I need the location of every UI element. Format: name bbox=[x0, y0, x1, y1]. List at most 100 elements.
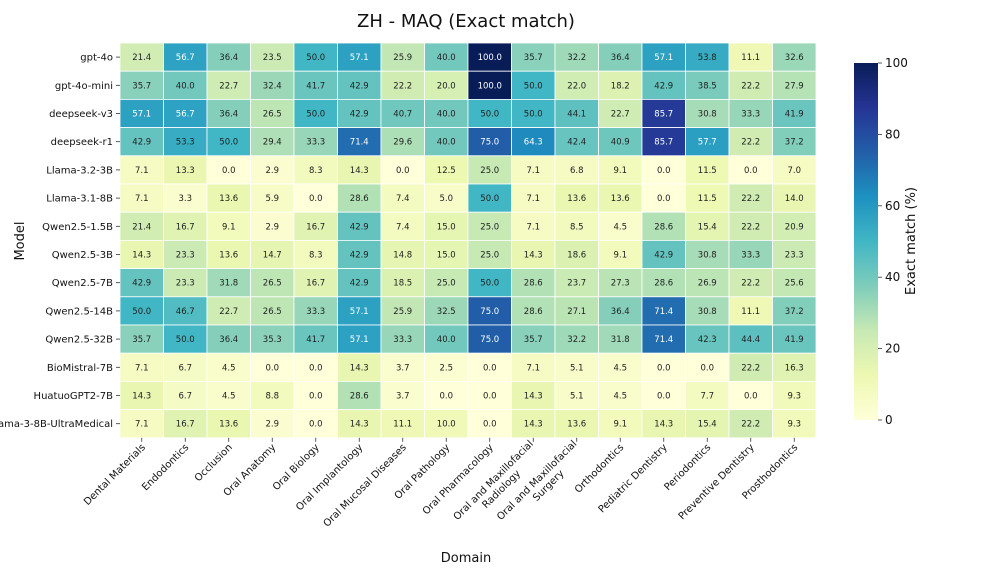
cell-value-label: 40.9 bbox=[611, 138, 630, 148]
heatmap-cell bbox=[206, 239, 251, 269]
heatmap-cell bbox=[250, 155, 295, 185]
heatmap-cell bbox=[728, 70, 773, 100]
cell-value-label: 57.1 bbox=[350, 53, 369, 63]
cell-value-label: 100.0 bbox=[478, 53, 502, 63]
cell-value-label: 8.5 bbox=[570, 222, 584, 232]
heatmap-cell bbox=[424, 409, 469, 439]
heatmap-cell bbox=[641, 296, 686, 326]
heatmap-cell bbox=[598, 211, 643, 241]
cell-value-label: 50.0 bbox=[132, 307, 151, 317]
y-tick-label: BioMistral-7B bbox=[47, 363, 113, 374]
cell-value-label: 41.7 bbox=[306, 335, 325, 345]
cell-value-label: 33.3 bbox=[741, 110, 760, 120]
heatmap-cell bbox=[728, 268, 773, 298]
heatmap-cell bbox=[119, 42, 164, 72]
cell-value-label: 11.1 bbox=[741, 53, 760, 63]
cell-value-label: 57.1 bbox=[654, 53, 673, 63]
cell-value-label: 25.9 bbox=[393, 307, 412, 317]
cell-value-label: 9.1 bbox=[222, 222, 236, 232]
heatmap-cell bbox=[641, 324, 686, 354]
heatmap-cell bbox=[641, 127, 686, 157]
colorbar-tick-label: 80 bbox=[885, 127, 900, 141]
heatmap-cell bbox=[163, 324, 208, 354]
heatmap-cell bbox=[163, 183, 208, 213]
cell-value-label: 28.6 bbox=[654, 279, 673, 289]
cell-value-label: 11.5 bbox=[698, 194, 717, 204]
cell-value-label: 23.3 bbox=[176, 251, 195, 261]
cell-value-label: 42.9 bbox=[132, 138, 151, 148]
heatmap-cell bbox=[293, 352, 338, 382]
y-tick-label: Qwen2.5-14B bbox=[45, 306, 113, 317]
heatmap-cell bbox=[424, 99, 469, 129]
cell-value-label: 9.3 bbox=[787, 392, 801, 402]
heatmap-cell bbox=[337, 296, 382, 326]
heatmap-cell bbox=[424, 324, 469, 354]
cell-value-label: 0.0 bbox=[309, 194, 323, 204]
heatmap-cell bbox=[598, 296, 643, 326]
heatmap-cell bbox=[554, 70, 599, 100]
cell-value-label: 32.6 bbox=[785, 53, 804, 63]
cell-value-label: 21.4 bbox=[132, 222, 151, 232]
cell-value-label: 71.4 bbox=[350, 138, 369, 148]
cell-value-label: 13.6 bbox=[611, 194, 630, 204]
cell-value-label: 0.0 bbox=[657, 166, 671, 176]
heatmap-cell bbox=[337, 42, 382, 72]
x-tick-label: Occlusion bbox=[193, 442, 235, 484]
cell-value-label: 26.5 bbox=[263, 279, 282, 289]
heatmap-cell bbox=[119, 380, 164, 410]
cell-value-label: 46.7 bbox=[176, 307, 195, 317]
colorbar-label: Exact match (%) bbox=[904, 187, 919, 295]
heatmap-cell bbox=[685, 211, 730, 241]
cell-value-label: 50.0 bbox=[524, 81, 543, 91]
heatmap-cell bbox=[598, 70, 643, 100]
heatmap-cell bbox=[250, 99, 295, 129]
cell-value-label: 33.3 bbox=[393, 335, 412, 345]
cell-value-label: 15.0 bbox=[437, 251, 456, 261]
cell-value-label: 33.3 bbox=[741, 251, 760, 261]
heatmap-cell bbox=[554, 239, 599, 269]
cell-value-label: 41.9 bbox=[785, 335, 804, 345]
colorbar-tick-label: 100 bbox=[885, 56, 908, 70]
cell-value-label: 6.8 bbox=[570, 166, 584, 176]
heatmap-cell bbox=[206, 409, 251, 439]
cell-value-label: 22.2 bbox=[741, 279, 760, 289]
cell-value-label: 56.7 bbox=[176, 53, 195, 63]
cell-value-label: 23.3 bbox=[785, 251, 804, 261]
cell-value-label: 37.2 bbox=[785, 307, 804, 317]
cell-value-label: 15.4 bbox=[698, 222, 717, 232]
heatmap-cell bbox=[511, 99, 556, 129]
cell-value-label: 9.3 bbox=[787, 420, 801, 430]
cell-value-label: 42.9 bbox=[350, 251, 369, 261]
cell-value-label: 3.7 bbox=[396, 392, 410, 402]
cell-value-label: 18.2 bbox=[611, 81, 630, 91]
cell-value-label: 32.2 bbox=[567, 53, 586, 63]
heatmap-cell bbox=[772, 268, 817, 298]
cell-value-label: 0.0 bbox=[700, 363, 714, 373]
cell-value-label: 22.2 bbox=[741, 138, 760, 148]
cell-value-label: 36.4 bbox=[219, 335, 238, 345]
cell-value-label: 0.0 bbox=[309, 392, 323, 402]
cell-value-label: 25.0 bbox=[480, 222, 499, 232]
cell-value-label: 57.1 bbox=[132, 110, 151, 120]
cell-value-label: 0.0 bbox=[657, 392, 671, 402]
heatmap-cell bbox=[119, 268, 164, 298]
cell-value-label: 50.0 bbox=[480, 279, 499, 289]
heatmap-cell bbox=[772, 324, 817, 354]
cell-value-label: 16.7 bbox=[306, 222, 325, 232]
heatmap-cell bbox=[337, 155, 382, 185]
cell-value-label: 28.6 bbox=[350, 392, 369, 402]
heatmap-cell bbox=[293, 70, 338, 100]
cell-value-label: 14.8 bbox=[393, 251, 412, 261]
cell-value-label: 14.3 bbox=[524, 392, 543, 402]
cell-value-label: 14.3 bbox=[350, 420, 369, 430]
heatmap-cell bbox=[337, 409, 382, 439]
cell-value-label: 9.1 bbox=[613, 420, 627, 430]
x-tick-label: Endodontics bbox=[140, 442, 191, 493]
heatmap-cell bbox=[250, 296, 295, 326]
cell-value-label: 32.2 bbox=[567, 335, 586, 345]
y-tick-label: Llama-3.2-3B bbox=[46, 165, 113, 176]
cell-value-label: 32.5 bbox=[437, 307, 456, 317]
cell-value-label: 7.7 bbox=[700, 392, 714, 402]
cell-value-label: 25.0 bbox=[480, 251, 499, 261]
heatmap-cell bbox=[380, 239, 425, 269]
